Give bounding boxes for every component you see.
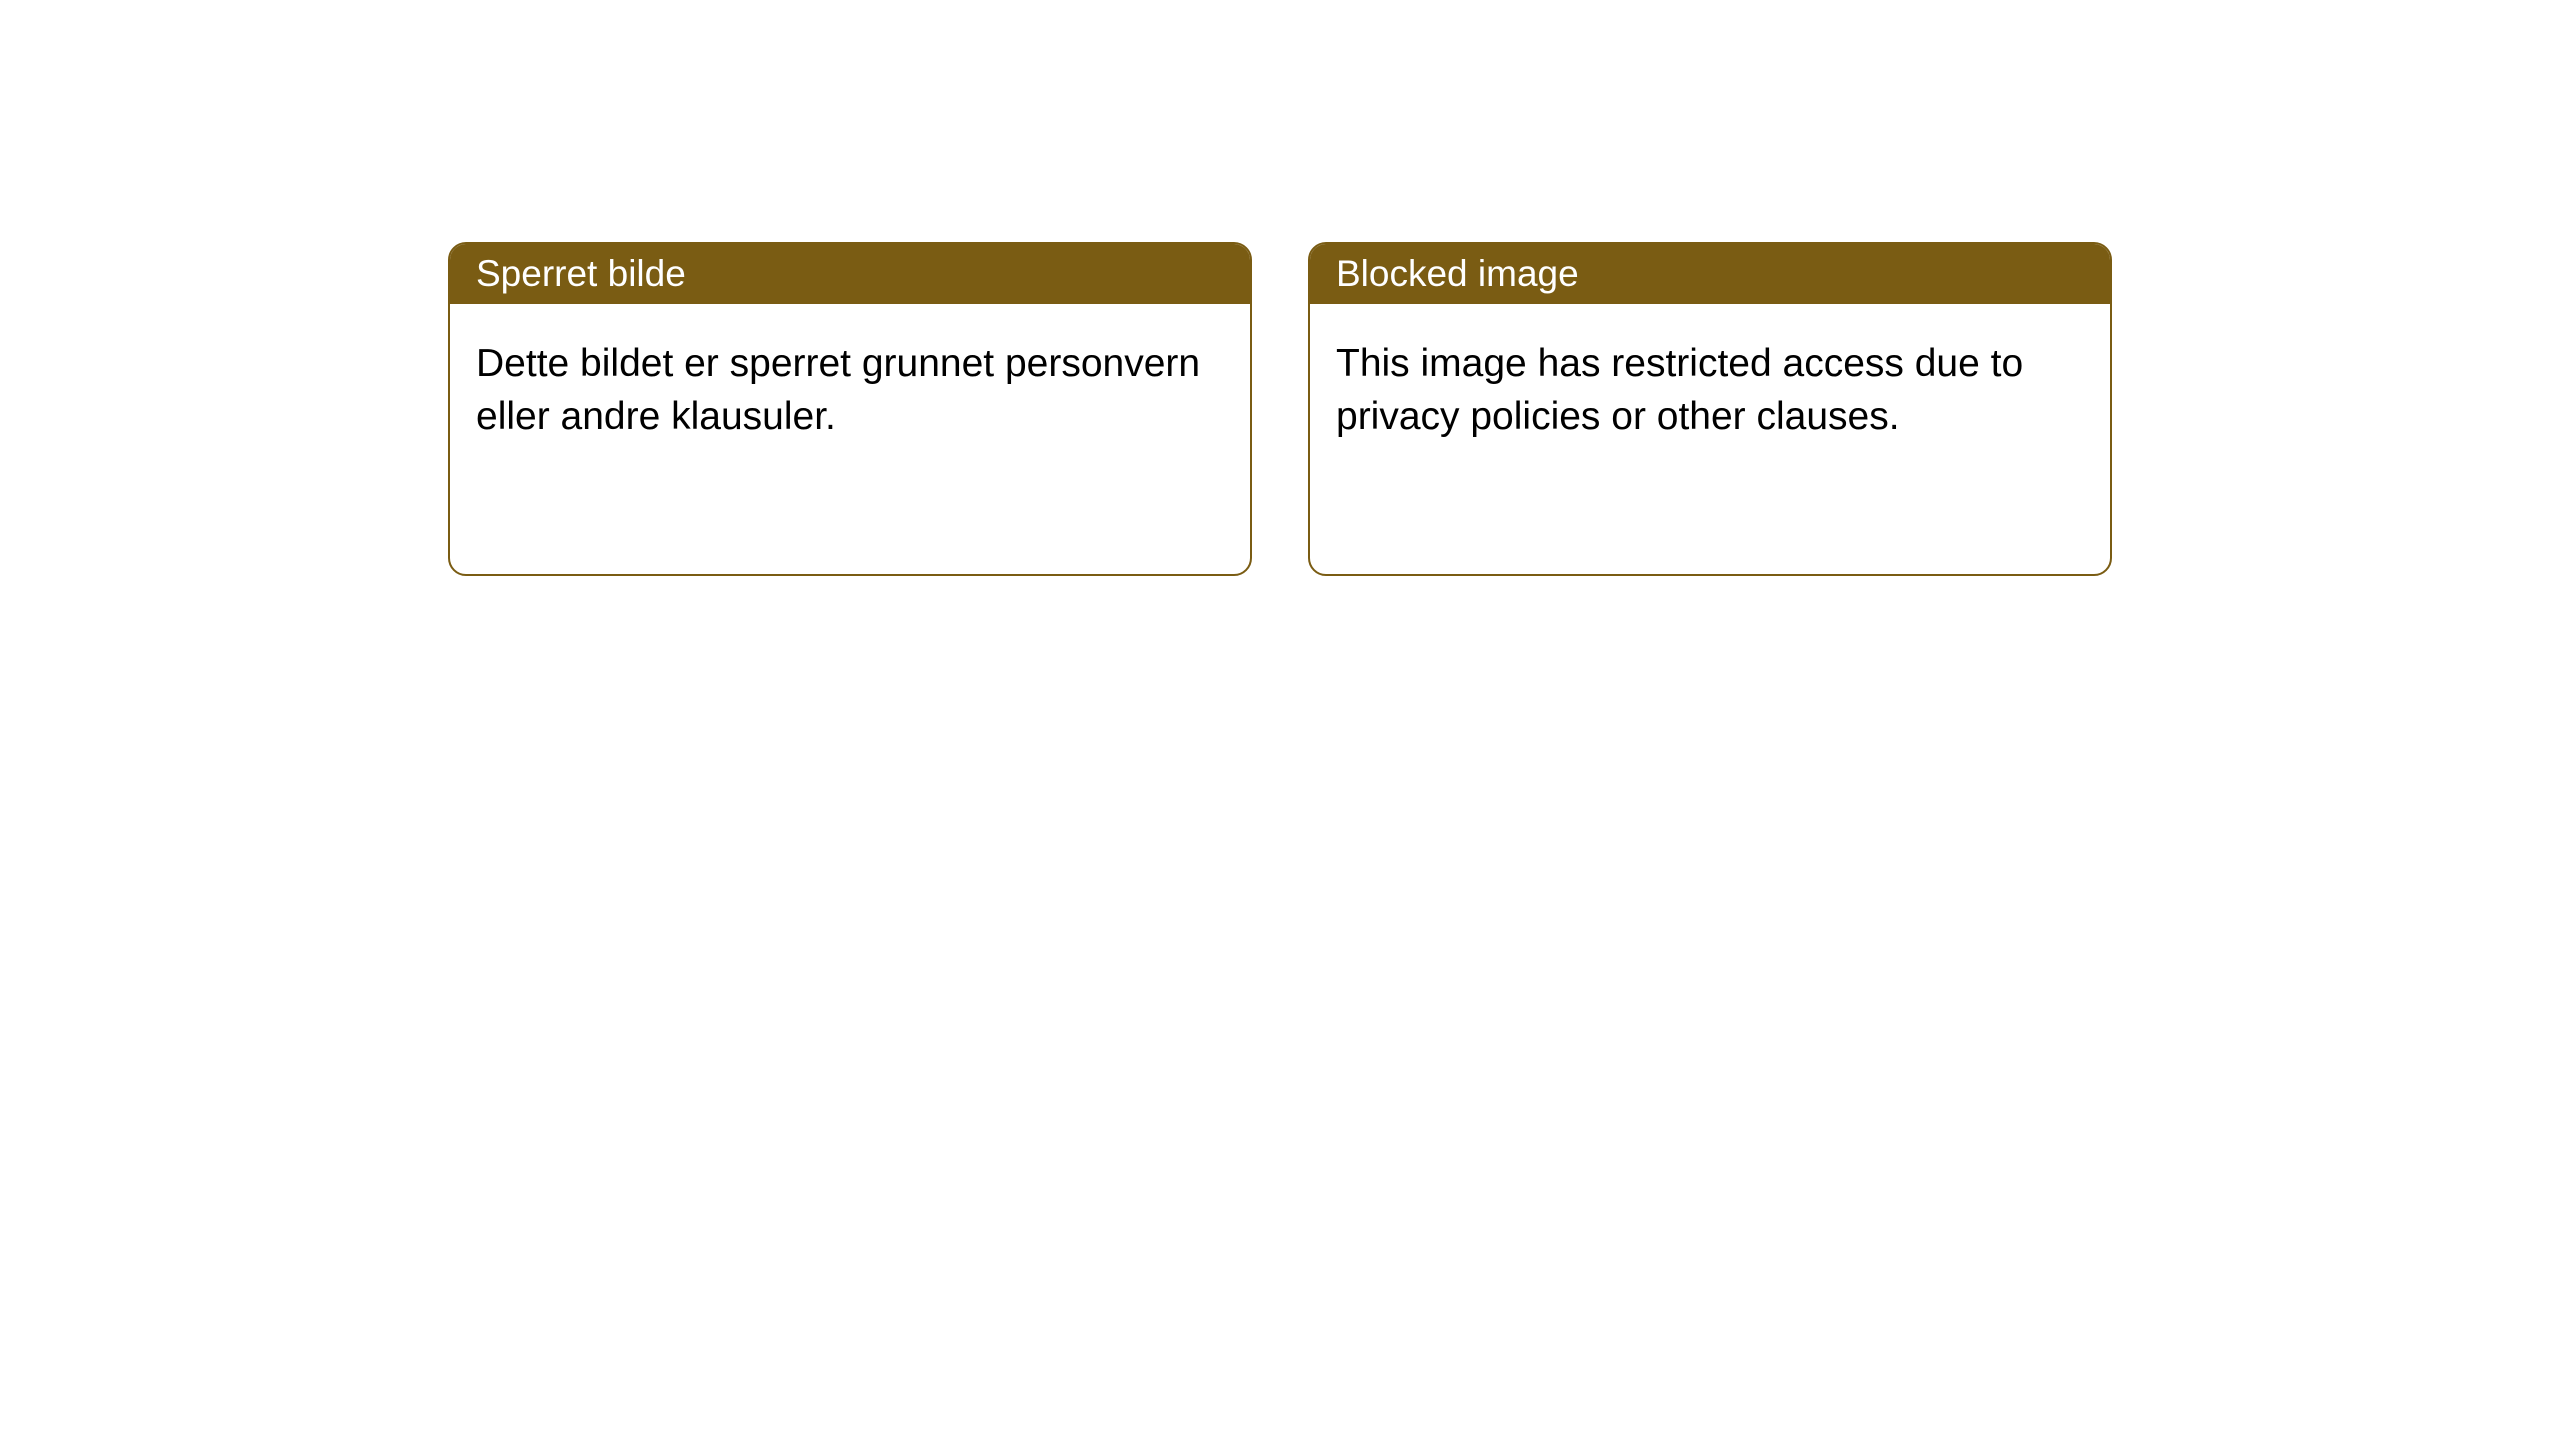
notice-card-norwegian: Sperret bilde Dette bildet er sperret gr…: [448, 242, 1252, 576]
notice-body: This image has restricted access due to …: [1310, 304, 2110, 477]
notice-card-english: Blocked image This image has restricted …: [1308, 242, 2112, 576]
notice-title: Blocked image: [1336, 253, 1579, 295]
notice-header: Sperret bilde: [450, 244, 1250, 304]
notice-body-text: This image has restricted access due to …: [1336, 342, 2023, 438]
notice-header: Blocked image: [1310, 244, 2110, 304]
notice-body-text: Dette bildet er sperret grunnet personve…: [476, 342, 1200, 438]
notice-title: Sperret bilde: [476, 253, 686, 295]
notice-body: Dette bildet er sperret grunnet personve…: [450, 304, 1250, 477]
notice-container: Sperret bilde Dette bildet er sperret gr…: [0, 0, 2560, 576]
